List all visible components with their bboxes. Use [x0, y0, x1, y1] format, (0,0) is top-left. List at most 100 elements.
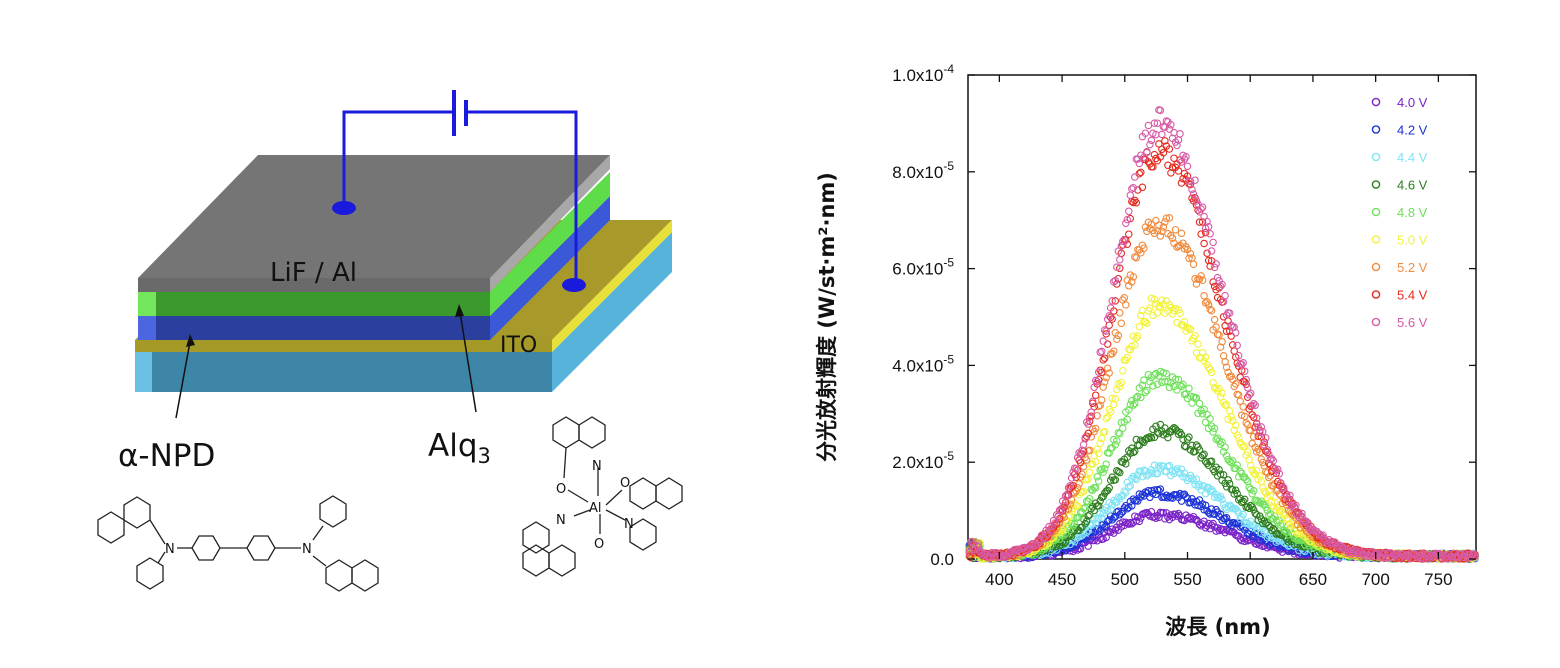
data-point — [1227, 413, 1235, 421]
data-point — [1239, 359, 1247, 367]
spectra-chart: 400 450 500 550 600 650 700 750 0.02.0x10-54.0x… — [815, 62, 1479, 639]
data-point — [1168, 234, 1177, 242]
data-point — [1186, 177, 1195, 186]
data-point — [1126, 346, 1135, 354]
data-point — [1170, 128, 1178, 137]
data-point — [1085, 468, 1094, 477]
data-point — [1426, 552, 1434, 561]
data-point — [1245, 483, 1253, 492]
data-point — [1302, 517, 1311, 526]
cathode-label: LiF / Al — [270, 258, 357, 288]
alq3-atom-n1: N — [592, 459, 602, 474]
data-point — [1201, 418, 1210, 427]
data-point — [1117, 319, 1126, 328]
data-point — [1141, 129, 1150, 137]
data-point — [1173, 141, 1181, 150]
data-point — [1200, 292, 1208, 300]
npd-nitrogen-right: N — [302, 542, 312, 557]
data-point — [1206, 305, 1214, 314]
alq3-quinoline-2a — [629, 477, 657, 510]
data-point — [1091, 424, 1100, 433]
data-point — [1120, 236, 1129, 244]
data-point — [1186, 180, 1195, 189]
data-point — [1182, 153, 1190, 161]
data-point — [1069, 482, 1077, 490]
alq3-quinoline-2c — [629, 518, 657, 551]
data-point — [1236, 397, 1244, 406]
data-point — [1146, 140, 1154, 149]
data-point — [1254, 423, 1262, 431]
legend-marker — [1371, 97, 1381, 107]
npd-nitrogen-left: N — [165, 542, 175, 557]
data-point — [1240, 367, 1249, 375]
alq3-atom-o3: O — [594, 537, 604, 552]
data-point — [1085, 494, 1094, 503]
data-point — [1219, 352, 1228, 360]
data-point — [1234, 351, 1243, 360]
data-point — [1242, 375, 1250, 384]
data-point — [1191, 274, 1199, 283]
data-point — [1269, 524, 1278, 533]
data-point — [1129, 401, 1138, 409]
data-point — [1090, 536, 1098, 545]
data-point — [1147, 434, 1156, 442]
data-point — [1072, 465, 1080, 473]
data-point — [1233, 341, 1241, 350]
data-point — [1114, 467, 1123, 476]
data-point — [1108, 297, 1116, 305]
data-point — [1116, 382, 1124, 391]
data-point — [1102, 414, 1110, 423]
x-tick-label: 550 — [1173, 570, 1201, 589]
data-point — [1230, 490, 1238, 498]
data-point — [1174, 167, 1183, 175]
data-point — [1110, 277, 1118, 286]
data-point — [1060, 539, 1068, 548]
data-point — [1225, 407, 1234, 415]
data-point — [1417, 554, 1425, 562]
y-tick-label-mantissa: 1.0x10 — [892, 66, 943, 85]
series-5-6V — [965, 106, 1479, 563]
data-point — [1194, 501, 1202, 510]
data-point — [1102, 330, 1110, 338]
data-point — [1262, 434, 1270, 442]
npd-naphthyl-ring-b — [97, 511, 125, 544]
data-point — [1231, 421, 1240, 429]
data-point — [1239, 403, 1247, 411]
y-tick-label-mantissa: 6.0x10 — [892, 260, 943, 279]
data-point — [1198, 276, 1207, 284]
data-point — [1228, 457, 1237, 465]
data-point — [1263, 445, 1272, 454]
data-point — [1231, 486, 1240, 494]
data-point — [1138, 183, 1147, 192]
data-point — [1131, 253, 1139, 261]
data-point — [1248, 401, 1256, 410]
data-point — [1091, 376, 1100, 385]
data-point — [1126, 400, 1135, 409]
data-point — [1060, 523, 1068, 532]
data-point — [1045, 522, 1053, 531]
data-point — [1113, 335, 1121, 343]
data-point — [1111, 297, 1120, 305]
data-point — [1246, 389, 1255, 398]
data-point — [1096, 366, 1104, 374]
y-tick-label-mantissa: 0.0 — [930, 550, 954, 569]
data-point — [1249, 486, 1258, 495]
data-point — [1165, 214, 1174, 222]
data-point — [1406, 549, 1415, 558]
data-point — [1159, 223, 1168, 231]
data-point — [1116, 309, 1124, 317]
data-point — [1073, 502, 1082, 510]
data-point — [1111, 476, 1120, 484]
data-point — [1046, 526, 1055, 535]
data-point — [1125, 230, 1133, 238]
data-point — [1269, 456, 1278, 465]
ito-label: ITO — [500, 333, 537, 358]
data-point — [1099, 337, 1107, 345]
data-point — [1094, 514, 1103, 522]
data-point — [1114, 331, 1123, 340]
data-point — [1189, 393, 1198, 401]
legend-label: 4.8 V — [1397, 205, 1428, 220]
data-point — [1141, 388, 1150, 396]
data-point — [1268, 455, 1276, 463]
